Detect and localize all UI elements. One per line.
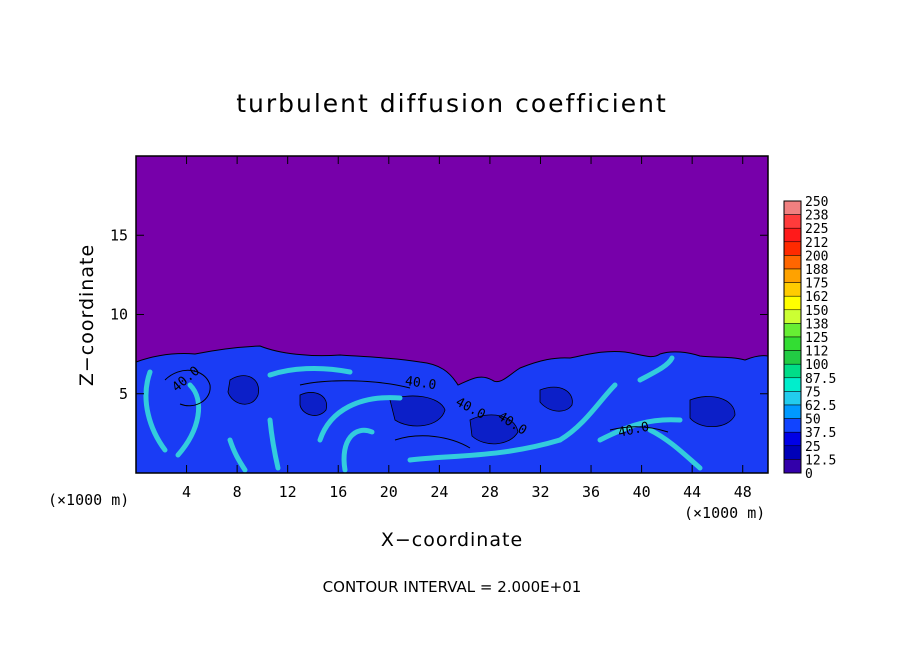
y-axis-label: Z−coordinate: [76, 244, 98, 386]
x-unit-right: (×1000 m): [684, 504, 765, 522]
x-tick-label: 4: [182, 483, 191, 501]
colorbar-swatch: [783, 336, 802, 351]
colorbar-swatch: [783, 227, 802, 243]
colorbar-swatch: [783, 295, 802, 311]
colorbar-swatch: [783, 363, 802, 379]
x-tick-label: 24: [430, 483, 448, 501]
y-tick-label: 15: [110, 226, 128, 244]
colorbar-label: 212: [805, 236, 828, 251]
colorbar-swatch: [783, 309, 802, 324]
colorbar-label: 150: [805, 304, 828, 319]
colorbar-label: 138: [805, 317, 828, 332]
colorbar-label: 238: [805, 209, 828, 224]
colorbar-label: 0: [805, 467, 813, 482]
colorbar-swatch: [783, 445, 802, 460]
x-axis-label: X−coordinate: [381, 529, 523, 551]
y-tick-label: 10: [110, 306, 128, 324]
colorbar-swatch: [783, 214, 802, 229]
colorbar-label: 87.5: [805, 372, 836, 387]
colorbar-swatch: [783, 418, 802, 433]
colorbar-swatch: [783, 268, 802, 283]
colorbar-swatch: [783, 459, 802, 474]
colorbar-swatch: [783, 391, 802, 406]
x-tick-label: 12: [279, 483, 297, 501]
x-tick-label: 28: [481, 483, 499, 501]
x-tick-label: 8: [233, 483, 242, 501]
colorbar-swatch: [783, 377, 802, 392]
colorbar-label: 162: [805, 290, 828, 305]
colorbar-label: 62.5: [805, 399, 836, 414]
y-tick-label: 5: [119, 385, 128, 403]
colorbar-swatch: [783, 431, 802, 447]
colorbar-label: 125: [805, 331, 828, 346]
turbulent-layer: [136, 345, 768, 473]
x-tick-label: 16: [329, 483, 347, 501]
chart-title: turbulent diffusion coefficient: [236, 89, 668, 118]
x-tick-label: 20: [380, 483, 398, 501]
plot-area: [136, 156, 768, 473]
x-tick-label: 44: [683, 483, 701, 501]
colorbar-label: 50: [805, 413, 821, 428]
x-unit-left: (×1000 m): [48, 491, 129, 509]
colorbar: 2502382252122001881751621501381251121008…: [783, 195, 836, 482]
low-value-pockets: [227, 375, 736, 445]
colorbar-label: 200: [805, 249, 828, 264]
colorbar-label: 37.5: [805, 426, 836, 441]
x-tick-label: 36: [582, 483, 600, 501]
contour-label: 40.0: [617, 420, 651, 441]
colorbar-swatch: [783, 282, 802, 297]
colorbar-label: 188: [805, 263, 828, 278]
colorbar-label: 75: [805, 385, 821, 400]
colorbar-label: 25: [805, 440, 821, 455]
high-value-filaments: [143, 355, 703, 473]
colorbar-swatch: [783, 241, 802, 256]
y-axis-ticks: 5 10 15: [110, 226, 768, 403]
colorbar-swatch: [783, 350, 802, 365]
x-tick-label: 32: [531, 483, 549, 501]
contour-label: 40.0: [404, 374, 437, 393]
colorbar-label: 250: [805, 195, 828, 210]
contour-interval-note: CONTOUR INTERVAL = 2.000E+01: [323, 578, 582, 596]
colorbar-swatch: [783, 404, 802, 419]
colorbar-label: 225: [805, 222, 828, 237]
colorbar-label: 100: [805, 358, 828, 373]
colorbar-label: 112: [805, 345, 828, 360]
colorbar-swatch: [783, 200, 802, 215]
colorbar-swatch: [783, 323, 802, 338]
contour-lines: [164, 369, 669, 449]
colorbar-label: 175: [805, 277, 828, 292]
x-tick-label: 48: [734, 483, 752, 501]
x-axis-ticks: 4 8 12 16 20 24 28 32 36 40 44 48: [182, 156, 752, 501]
colorbar-frame: [783, 200, 802, 474]
x-tick-label: 40: [633, 483, 651, 501]
colorbar-label: 12.5: [805, 453, 836, 468]
colorbar-swatch: [783, 255, 802, 270]
